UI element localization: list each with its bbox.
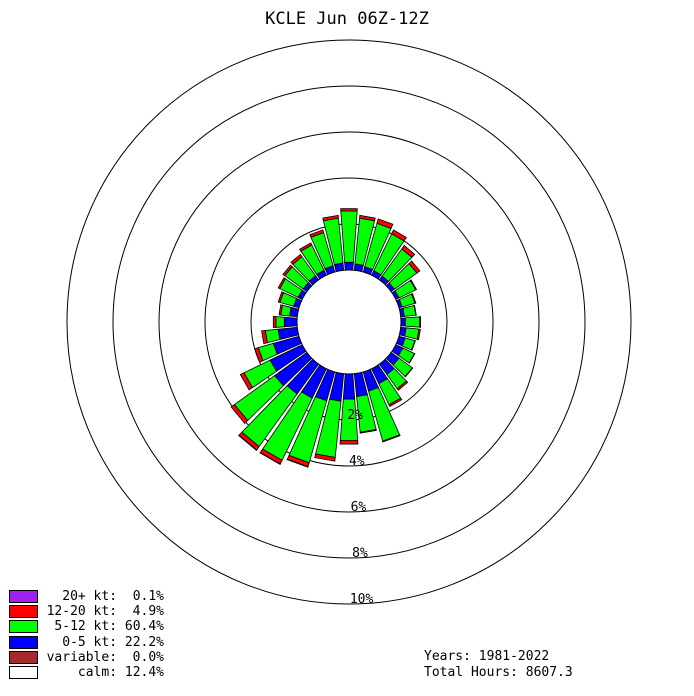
legend-swatch bbox=[9, 650, 38, 664]
legend-item: 12-20 kt: 4.9% bbox=[9, 604, 164, 619]
legend-item: calm: 12.4% bbox=[9, 665, 164, 680]
legend-item: 0-5 kt: 22.2% bbox=[9, 635, 164, 650]
bar-segment bbox=[339, 439, 359, 445]
bar-segment bbox=[286, 458, 309, 468]
legend-swatch bbox=[9, 590, 38, 604]
bar-segment bbox=[283, 316, 298, 328]
ring-label: 4% bbox=[349, 454, 365, 469]
bar-segment bbox=[259, 451, 281, 466]
bar-segment bbox=[404, 316, 421, 328]
legend: 20+ kt: 0.1% 12-20 kt: 4.9% 5-12 kt: 60.… bbox=[9, 589, 164, 680]
bar-segment bbox=[230, 404, 249, 424]
ring-label: 8% bbox=[352, 546, 368, 561]
bar-segment bbox=[376, 218, 394, 229]
chart-title: KCLE Jun 06Z-12Z bbox=[265, 9, 429, 29]
bar-segment bbox=[299, 242, 313, 252]
legend-item: 5-12 kt: 60.4% bbox=[9, 619, 164, 634]
bar-segment bbox=[359, 429, 377, 434]
bar-segment bbox=[238, 434, 258, 451]
bar-segment bbox=[410, 340, 416, 351]
legend-item: variable: 0.0% bbox=[9, 650, 164, 665]
bar-segment bbox=[344, 261, 354, 271]
legend-label: 0-5 kt: 22.2% bbox=[62, 634, 164, 650]
bar-segment bbox=[340, 208, 358, 212]
bar-segment bbox=[314, 453, 336, 462]
ring-label: 10% bbox=[350, 592, 374, 607]
bar-segment bbox=[410, 292, 417, 304]
bar-segment bbox=[396, 380, 409, 391]
ring-label: 6% bbox=[351, 500, 367, 515]
ring-labels: 2% 4% 6% 8% 10% bbox=[347, 408, 373, 607]
bar-segment bbox=[401, 244, 416, 258]
calm-circle bbox=[296, 269, 402, 375]
legend-item: 20+ kt: 0.1% bbox=[9, 589, 164, 604]
bar-segment bbox=[282, 264, 293, 277]
bar-segment bbox=[382, 434, 401, 443]
bar-segment bbox=[408, 353, 416, 364]
legend-swatch bbox=[9, 620, 38, 634]
bar-segment bbox=[404, 367, 414, 378]
legend-swatch bbox=[9, 635, 38, 649]
legend-swatch bbox=[9, 666, 38, 680]
bar-segment bbox=[278, 304, 283, 316]
bar-segment bbox=[413, 304, 417, 316]
bar-segment bbox=[272, 315, 277, 329]
legend-label: calm: 12.4% bbox=[77, 665, 164, 681]
legend-label: variable: 0.0% bbox=[46, 649, 164, 665]
bar-segment bbox=[290, 253, 303, 265]
legend-swatch bbox=[9, 605, 38, 619]
ring-circle bbox=[158, 131, 540, 513]
bar-segment bbox=[309, 229, 325, 238]
legend-label: 20+ kt: 0.1% bbox=[62, 589, 164, 605]
bar-segment bbox=[419, 316, 422, 328]
legend-label: 12-20 kt: 4.9% bbox=[46, 604, 164, 620]
bar-segment bbox=[404, 327, 420, 340]
bar-segment bbox=[277, 291, 285, 303]
bar-segment bbox=[342, 373, 356, 400]
bar-segment bbox=[391, 229, 407, 242]
legend-label: 5-12 kt: 60.4% bbox=[54, 619, 164, 635]
bar-segment bbox=[261, 330, 268, 345]
summary-info: Years: 1981-2022 Total Hours: 8607.3 bbox=[424, 649, 573, 680]
bar-segment bbox=[340, 210, 358, 263]
bar-segment bbox=[254, 347, 264, 363]
bar-segment bbox=[400, 317, 406, 327]
bar-segment bbox=[388, 397, 403, 408]
direction-bars bbox=[230, 208, 422, 468]
ring-label: 2% bbox=[347, 408, 363, 423]
bar-segment bbox=[359, 214, 376, 222]
bar-segment bbox=[402, 305, 417, 317]
bar-segment bbox=[277, 277, 286, 290]
bar-segment bbox=[275, 316, 285, 328]
ring-circle bbox=[66, 39, 632, 605]
bar-segment bbox=[408, 260, 421, 274]
bar-segment bbox=[409, 279, 418, 291]
years-label: Years: 1981-2022 bbox=[424, 649, 550, 664]
ring-circle bbox=[204, 177, 494, 467]
bar-segment bbox=[416, 328, 421, 341]
bar-segment bbox=[239, 372, 254, 391]
ring-circle bbox=[112, 85, 586, 559]
bar-segment bbox=[322, 214, 339, 222]
total-hours-label: Total Hours: 8607.3 bbox=[424, 664, 573, 680]
